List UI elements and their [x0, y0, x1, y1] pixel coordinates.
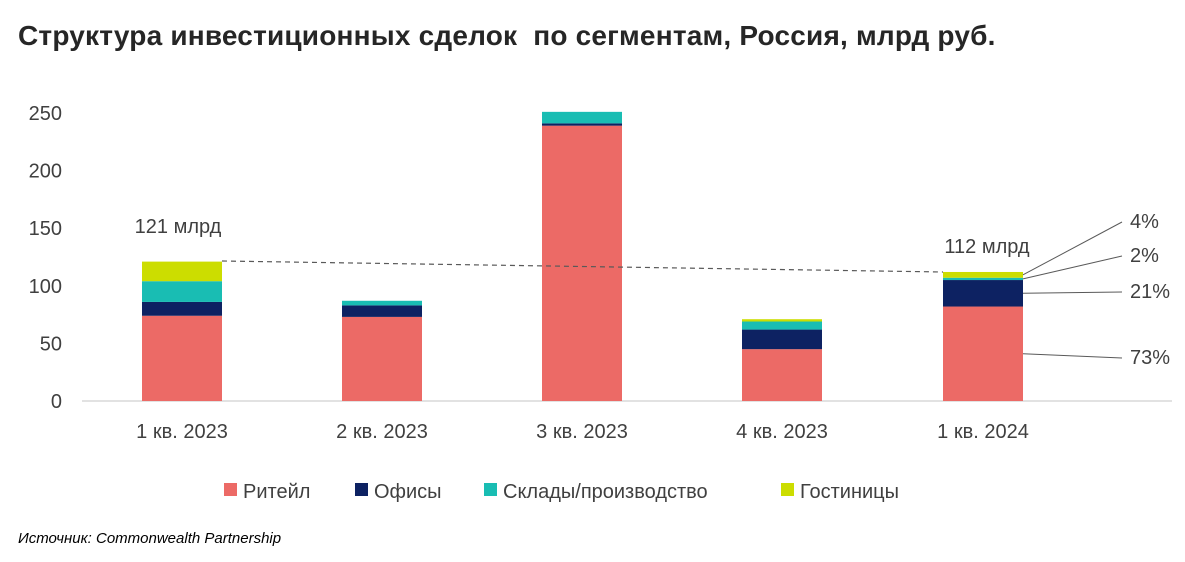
legend-label: Склады/производство [503, 481, 708, 503]
share-labels: 4% 2% 21% 73% [1022, 211, 1170, 369]
x-tick-label: 1 кв. 2023 [136, 421, 228, 443]
x-axis-ticks: 1 кв. 2023 2 кв. 2023 3 кв. 2023 4 кв. 2023… [136, 421, 1029, 443]
bar-segment [342, 300, 422, 306]
x-tick-label: 2 кв. 2023 [336, 421, 428, 443]
share-label: 73% [1130, 347, 1170, 369]
bars [142, 111, 1023, 401]
legend-label: Офисы [374, 481, 442, 503]
y-axis-ticks: 0 50 100 150 200 250 [29, 103, 62, 413]
share-leader-line [1022, 353, 1123, 359]
bar-segment [742, 321, 822, 330]
bar-segment [142, 301, 222, 316]
bar-segment [742, 329, 822, 350]
legend-swatch [355, 483, 368, 496]
y-tick-label: 200 [29, 161, 62, 183]
bar-segment [142, 261, 222, 282]
share-label: 4% [1130, 211, 1159, 233]
legend-swatch [484, 483, 497, 496]
last-total-label: 112 млрд [944, 236, 1030, 258]
bar-segment [943, 277, 1023, 281]
x-tick-label: 1 кв. 2024 [937, 421, 1029, 443]
legend-label: Ритейл [243, 481, 310, 503]
bar-segment [542, 123, 622, 126]
bar-segment [342, 316, 422, 401]
x-tick-label: 4 кв. 2023 [736, 421, 828, 443]
y-tick-label: 100 [29, 276, 62, 298]
legend: Ритейл Офисы Склады/производство Гостиницы [224, 481, 899, 503]
bar-segment [142, 315, 222, 401]
chart-title: Структура инвестиционных сделок по сегме… [18, 20, 996, 51]
legend-swatch [781, 483, 794, 496]
bar-segment [943, 271, 1023, 278]
bar-segment [542, 125, 622, 401]
y-tick-label: 0 [51, 391, 62, 413]
source-note: Источник: Commonwealth Partnership [18, 530, 282, 547]
y-tick-label: 150 [29, 218, 62, 240]
share-label: 2% [1130, 245, 1159, 267]
bar-segment [943, 280, 1023, 307]
legend-swatch [224, 483, 237, 496]
share-leader-line [1022, 221, 1123, 276]
bar-segment [542, 111, 622, 124]
bar-segment [142, 281, 222, 302]
bar-segment [742, 349, 822, 401]
share-label: 21% [1130, 281, 1170, 303]
first-total-label: 121 млрд [135, 216, 222, 238]
bar-segment [943, 306, 1023, 401]
y-tick-label: 50 [40, 333, 62, 355]
bar-segment [742, 319, 822, 322]
legend-label: Гостиницы [800, 481, 899, 503]
share-leader-line [1022, 255, 1123, 280]
x-tick-label: 3 кв. 2023 [536, 421, 628, 443]
bar-segment [342, 305, 422, 317]
y-tick-label: 250 [29, 103, 62, 125]
trend-line [221, 260, 944, 273]
share-leader-line [1022, 291, 1123, 294]
